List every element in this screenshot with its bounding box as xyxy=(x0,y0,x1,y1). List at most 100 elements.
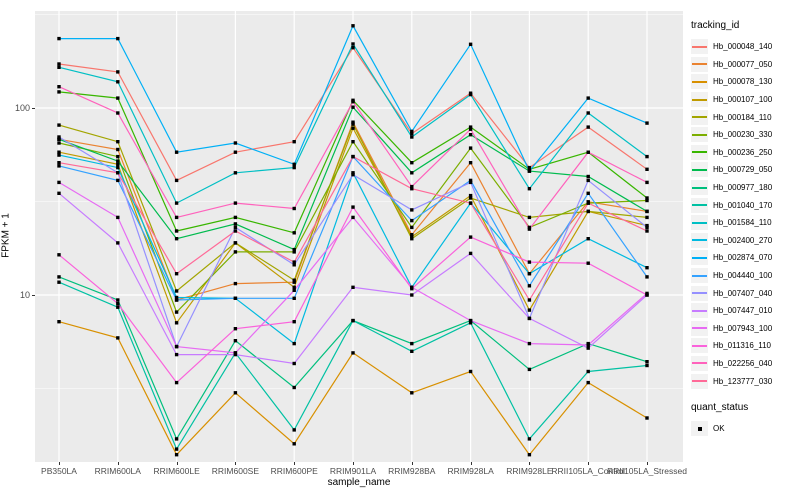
data-point xyxy=(645,154,649,159)
data-point xyxy=(174,289,179,293)
data-point xyxy=(351,173,355,177)
data-point xyxy=(645,275,649,279)
data-point xyxy=(410,171,414,175)
data-point xyxy=(116,301,120,306)
data-point xyxy=(527,165,532,170)
data-point xyxy=(468,321,473,325)
data-point xyxy=(527,187,532,191)
legend-label: Hb_000230_330 xyxy=(713,130,773,140)
data-point xyxy=(57,320,61,324)
data-point xyxy=(174,272,179,276)
x-tick-label-RRIM928BA: RRIM928BA xyxy=(388,466,436,476)
data-point xyxy=(174,453,179,457)
data-point xyxy=(410,391,414,395)
data-point xyxy=(233,327,238,331)
legend-line-icon xyxy=(692,256,707,259)
legend-line-icon xyxy=(692,344,707,347)
legend-item-Hb_011316_110: Hb_011316_110 xyxy=(691,337,799,355)
legend-item-Hb_007407_040: Hb_007407_040 xyxy=(691,284,799,302)
data-point xyxy=(292,296,296,300)
data-point xyxy=(468,42,473,46)
legend-line-icon xyxy=(692,80,707,83)
data-point xyxy=(527,260,532,264)
data-point xyxy=(351,46,355,50)
legend-line-icon xyxy=(692,63,707,66)
data-point xyxy=(645,209,649,214)
data-point xyxy=(527,169,532,173)
data-point xyxy=(527,298,532,302)
data-point xyxy=(57,90,61,94)
legend-key-swatch xyxy=(691,250,708,266)
data-point xyxy=(116,111,120,115)
legend-line-icon xyxy=(692,204,707,207)
data-point xyxy=(645,229,649,233)
data-point xyxy=(233,141,238,145)
legend-key-swatch xyxy=(691,180,708,196)
data-point xyxy=(233,351,238,355)
data-point xyxy=(233,339,238,343)
data-point xyxy=(410,349,414,353)
data-point xyxy=(351,24,355,28)
data-point xyxy=(233,225,238,230)
data-point xyxy=(116,162,120,166)
data-point xyxy=(410,341,414,346)
legend-item-Hb_002400_270: Hb_002400_270 xyxy=(691,232,799,250)
data-point xyxy=(116,298,120,302)
data-point xyxy=(174,295,179,300)
data-point xyxy=(292,341,296,346)
legend-key-swatch xyxy=(691,197,708,213)
data-point xyxy=(645,180,649,185)
data-point xyxy=(351,42,355,46)
x-tick-mark xyxy=(117,462,119,465)
data-point xyxy=(233,391,238,395)
data-point xyxy=(174,447,179,451)
legend-key-swatch xyxy=(691,92,708,108)
data-point xyxy=(116,171,120,175)
data-point xyxy=(527,272,532,276)
data-point xyxy=(233,296,238,300)
data-point xyxy=(586,96,590,100)
legend-title-tracking-id: tracking_id xyxy=(691,20,740,31)
x-tick-mark xyxy=(235,462,237,465)
point-marker-icon xyxy=(697,426,702,431)
x-tick-label-RRII105LA_Stressed: RRII105LA_Stressed xyxy=(607,466,687,476)
data-point xyxy=(233,250,238,254)
data-point xyxy=(233,281,238,286)
legend-label: Hb_001584_110 xyxy=(713,218,772,228)
legend-item-Hb_004440_100: Hb_004440_100 xyxy=(691,267,799,285)
legend: tracking_id Hb_000048_140 Hb_000077_050 Hb… xyxy=(691,20,799,437)
data-point xyxy=(57,191,61,195)
data-point xyxy=(527,308,532,312)
data-point xyxy=(292,385,296,390)
x-tick-label-RRIM600PE: RRIM600PE xyxy=(270,466,318,476)
y-tick-mark xyxy=(32,108,35,109)
data-point xyxy=(174,310,179,314)
data-point xyxy=(468,180,473,185)
plot-panel xyxy=(35,11,683,462)
legend-line-icon xyxy=(692,98,707,101)
data-point xyxy=(351,318,355,323)
data-point xyxy=(410,161,414,165)
data-point xyxy=(468,235,473,239)
x-tick-mark xyxy=(176,462,178,465)
data-point xyxy=(57,275,61,279)
data-point xyxy=(292,361,296,366)
legend-label: Hb_123777_030 xyxy=(713,376,773,386)
data-point xyxy=(174,178,179,183)
data-point xyxy=(351,120,355,124)
data-point xyxy=(527,316,532,321)
data-point xyxy=(468,318,473,323)
x-tick-label-RRIM928LA: RRIM928LA xyxy=(447,466,494,476)
data-point xyxy=(351,126,355,130)
data-point xyxy=(410,129,414,134)
data-point xyxy=(57,253,61,257)
data-point xyxy=(174,215,179,220)
x-tick-mark xyxy=(411,462,413,465)
data-point xyxy=(116,159,120,163)
data-point xyxy=(116,154,120,159)
data-point xyxy=(645,167,649,171)
data-point xyxy=(645,360,649,364)
data-point xyxy=(292,428,296,432)
data-point xyxy=(57,85,61,89)
